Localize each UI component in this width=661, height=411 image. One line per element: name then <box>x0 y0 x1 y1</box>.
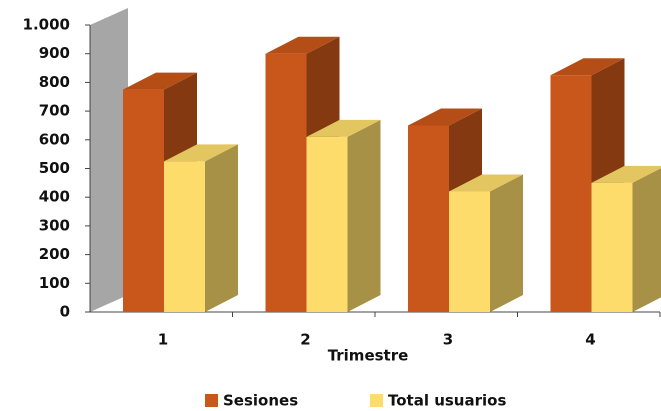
y-tick-label: 0 <box>60 303 70 321</box>
bar-side <box>490 174 523 312</box>
bar-side <box>347 119 381 313</box>
bar-front <box>164 161 205 312</box>
y-tick-label: 1.000 <box>23 16 70 34</box>
x-tick-label: 1 <box>158 331 168 349</box>
bar-front <box>591 182 633 312</box>
bar-top <box>164 144 238 162</box>
x-tick-label: 2 <box>300 331 310 349</box>
bar-side <box>205 144 238 312</box>
x-tick-label: 4 <box>585 331 595 349</box>
bar-front <box>550 75 592 312</box>
back-wall <box>90 8 128 312</box>
bar-front <box>408 125 449 312</box>
y-tick-label: 400 <box>39 188 70 206</box>
legend-swatch <box>370 394 383 407</box>
y-tick-label: 200 <box>39 245 70 263</box>
y-tick-label: 700 <box>39 102 70 120</box>
bar-side <box>632 168 661 312</box>
bar-front <box>265 53 307 312</box>
bar <box>550 58 625 312</box>
bar <box>591 165 661 312</box>
bar-top <box>123 72 197 90</box>
x-axis-title: Trimestre <box>328 347 409 365</box>
y-tick-label: 800 <box>39 73 70 91</box>
bar-top <box>550 58 625 76</box>
legend-label: Total usuarios <box>388 392 506 410</box>
bar <box>449 174 523 312</box>
bar <box>306 119 381 313</box>
y-tick-label: 600 <box>39 130 70 148</box>
bar-top <box>408 108 482 126</box>
y-tick-label: 300 <box>39 216 70 234</box>
y-tick-label: 500 <box>39 159 70 177</box>
bar-top <box>591 165 661 183</box>
bar-top <box>449 174 523 192</box>
y-tick-label: 900 <box>39 44 70 62</box>
bar-front <box>306 136 348 312</box>
bar-front <box>123 89 164 312</box>
bar-front <box>449 191 490 312</box>
y-tick-label: 100 <box>39 274 70 292</box>
bar-top <box>306 119 381 137</box>
bar-top <box>265 36 340 54</box>
x-tick-label: 3 <box>443 331 453 349</box>
legend-swatch <box>205 394 218 407</box>
bar <box>164 144 238 312</box>
legend-label: Sesiones <box>223 392 298 410</box>
